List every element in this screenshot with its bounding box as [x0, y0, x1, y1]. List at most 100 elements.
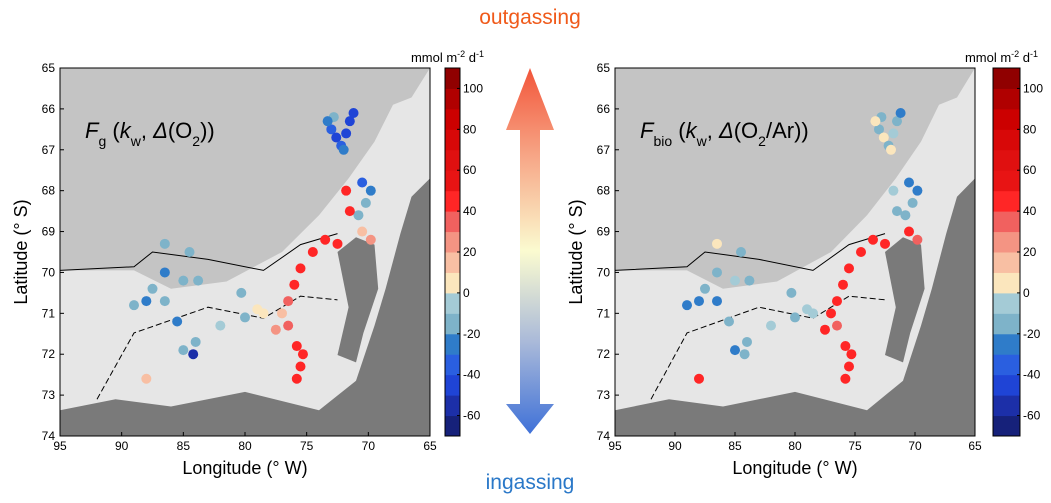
colorbar-tick-label: -40 — [1023, 368, 1041, 382]
track-point — [236, 287, 247, 298]
y-tick-label: 70 — [597, 265, 611, 279]
units-part: -1 — [476, 49, 484, 59]
x-tick-label: 70 — [908, 439, 922, 453]
track-point — [840, 341, 851, 352]
land — [615, 178, 975, 436]
colorbar-level — [445, 333, 460, 355]
colorbar-tick-label: 100 — [463, 81, 483, 95]
boundary — [96, 295, 338, 400]
track-point — [730, 275, 740, 286]
colorbar-tick-label: 0 — [1023, 286, 1030, 300]
track-point — [338, 144, 349, 155]
title-part: )) — [200, 118, 215, 143]
y-tick-label: 66 — [42, 102, 56, 116]
track-point — [694, 296, 704, 307]
track-point — [886, 144, 896, 155]
y-tick-label: 68 — [597, 184, 611, 198]
colorbar-tick-label: -20 — [1023, 327, 1041, 341]
track-point — [888, 128, 899, 139]
colorbar-level — [993, 292, 1020, 314]
track-point — [365, 234, 376, 245]
outgassing-label: outgassing — [479, 6, 581, 29]
track-point — [786, 287, 797, 298]
colorbar-level — [993, 170, 1020, 192]
colorbar-tick-label: -20 — [463, 327, 481, 341]
y-tick-label: 68 — [42, 184, 56, 198]
colorbar-tick-label: -60 — [1023, 409, 1041, 423]
y-tick-label: 71 — [42, 306, 56, 320]
track-point — [147, 283, 158, 294]
title-part: 2 — [758, 133, 766, 149]
track-point — [348, 107, 359, 118]
x-tick-label: 70 — [362, 439, 376, 453]
track-point — [874, 124, 884, 135]
colorbar-level — [993, 252, 1020, 273]
track-point — [159, 238, 170, 249]
colorbar-tick-label: 40 — [1023, 204, 1037, 218]
colorbar-level — [445, 68, 460, 89]
flux-arrow — [506, 68, 554, 434]
track-point — [295, 361, 306, 372]
colorbar-level — [993, 354, 1020, 376]
colorbar-units: mmol m-2 d-1 — [965, 49, 1038, 65]
track-point — [322, 116, 333, 127]
track-point — [900, 210, 911, 221]
colorbar-level — [993, 68, 1020, 89]
colorbar-tick-label: 100 — [1023, 81, 1043, 95]
track-point — [739, 349, 750, 360]
track-point — [326, 124, 337, 135]
colorbar-level — [445, 292, 460, 314]
colorbar-tick-label: 60 — [1023, 163, 1037, 177]
x-tick-label: 75 — [300, 439, 314, 453]
track-point — [742, 336, 752, 347]
colorbar-level — [993, 190, 1020, 212]
track-point — [172, 316, 183, 327]
colorbar-tick-label: 60 — [463, 163, 477, 177]
units-part: mmol m — [411, 50, 457, 65]
track-point — [297, 349, 308, 360]
track-point — [320, 234, 331, 245]
title-part: w — [130, 133, 142, 149]
track-point — [190, 336, 201, 347]
y-axis-label: Latitude (° S) — [11, 199, 31, 304]
x-tick-label: 80 — [238, 439, 252, 453]
track-point — [700, 283, 710, 294]
track-point — [357, 177, 368, 188]
colorbar-level — [445, 129, 460, 151]
track-point — [840, 373, 851, 384]
title-part: Δ — [718, 118, 734, 143]
x-axis-label: Longitude (° W) — [182, 458, 307, 478]
colorbar-level — [993, 129, 1020, 151]
y-tick-label: 67 — [597, 143, 611, 157]
ingassing-label: ingassing — [486, 471, 575, 494]
colorbar-level — [445, 354, 460, 376]
track-point — [360, 197, 371, 208]
y-tick-label: 72 — [42, 347, 56, 361]
track-point — [193, 275, 204, 286]
colorbar-level — [445, 395, 460, 417]
track-point — [283, 296, 294, 307]
x-tick-label: 65 — [423, 439, 437, 453]
track-point — [291, 373, 302, 384]
x-tick-label: 65 — [968, 439, 982, 453]
track-point — [904, 177, 914, 188]
track-point — [682, 300, 692, 311]
title-part: ( — [106, 118, 120, 143]
track-point — [141, 373, 152, 384]
colorbar-level — [445, 108, 460, 130]
track-point — [252, 304, 263, 315]
y-tick-label: 69 — [597, 225, 611, 239]
colorbar-level — [993, 211, 1020, 233]
track-point — [283, 320, 294, 331]
x-tick-label: 95 — [53, 439, 67, 453]
track-point — [736, 247, 746, 257]
units-part: -2 — [457, 49, 465, 59]
track-point — [744, 275, 755, 286]
y-axis-label: Latitude (° S) — [566, 199, 586, 304]
track-point — [365, 185, 376, 196]
colorbar-level — [445, 252, 460, 273]
track-point — [331, 132, 342, 143]
land — [60, 178, 430, 436]
track-point — [712, 296, 722, 307]
